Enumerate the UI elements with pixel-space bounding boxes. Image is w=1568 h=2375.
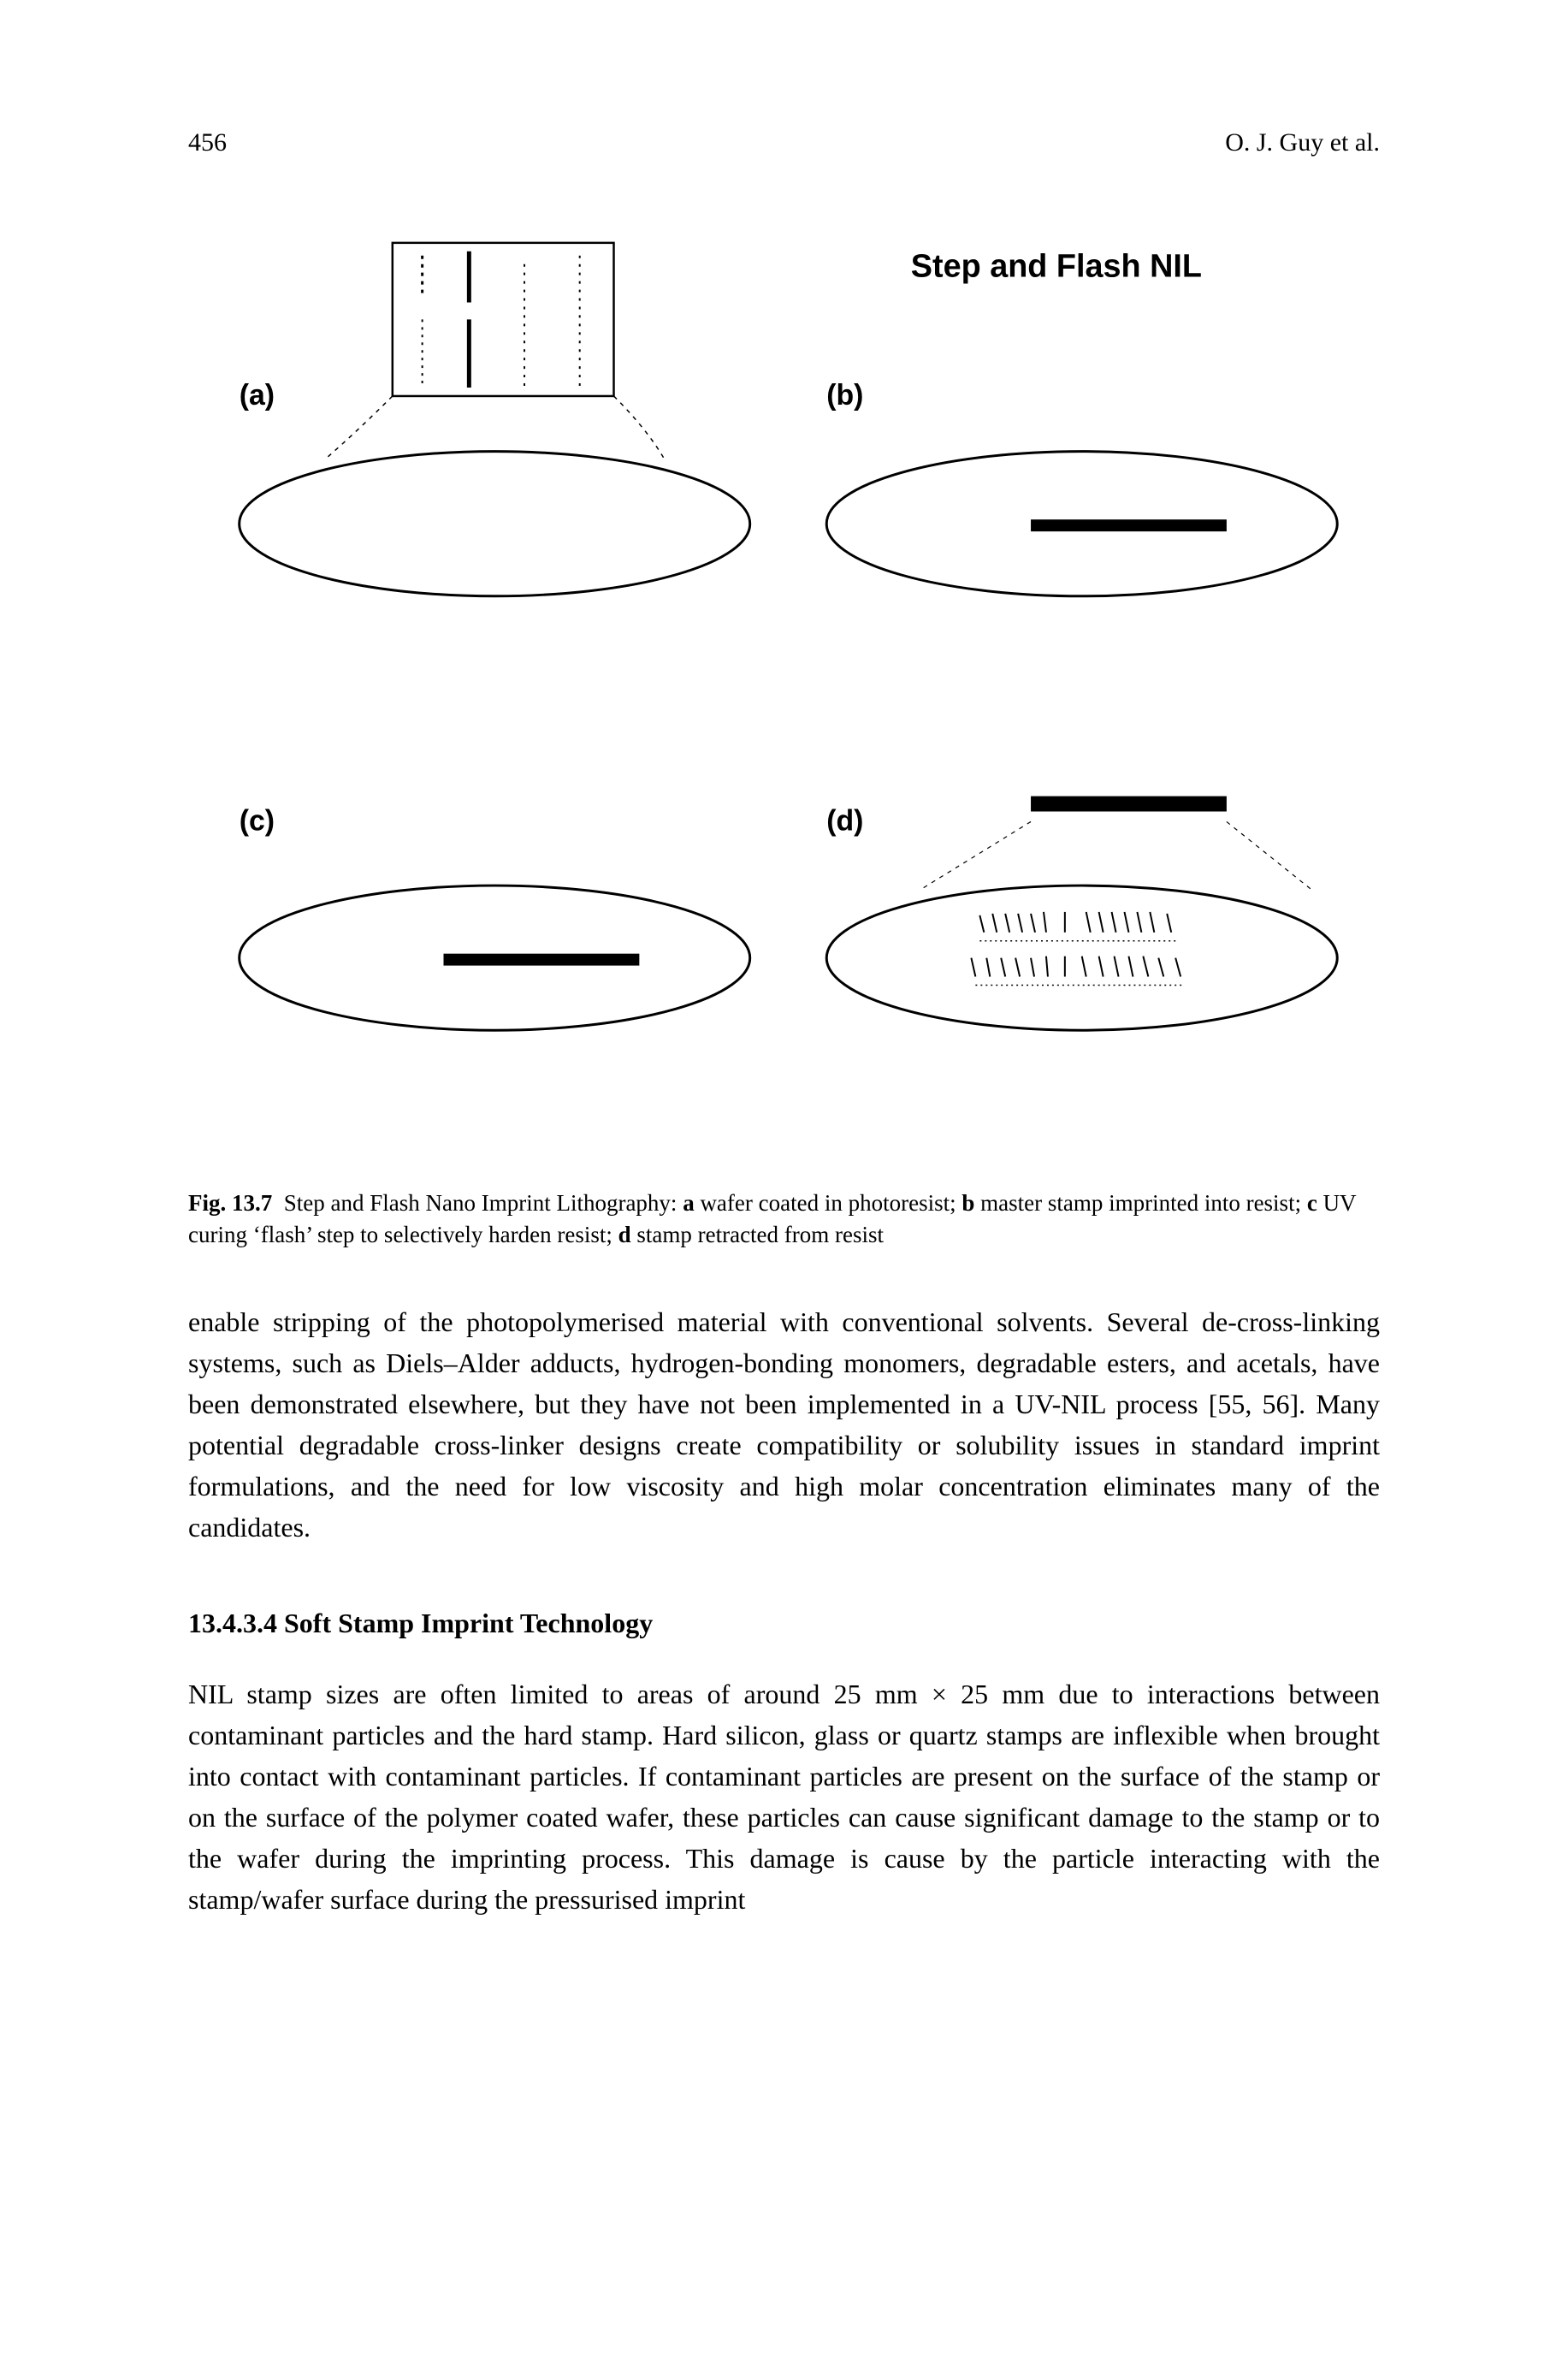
panel-c-label: (c): [240, 804, 275, 837]
caption-d-bold: d: [618, 1222, 631, 1247]
panel-c-wafer: [240, 885, 750, 1030]
caption-a-text: wafer coated in photoresist;: [700, 1190, 956, 1216]
step-and-flash-nil-diagram: Step and Flash NIL (a) (b) (c) (d): [188, 217, 1380, 1170]
panel-d-wafer: [826, 797, 1337, 1031]
caption-b-bold: b: [962, 1190, 974, 1216]
caption-a-bold: a: [683, 1190, 695, 1216]
panel-b-label: (b): [826, 379, 863, 412]
panel-b-wafer: [826, 452, 1337, 596]
panel-a-label: (a): [240, 379, 275, 412]
caption-body: Step and Flash Nano Imprint Lithography:: [284, 1190, 677, 1216]
section-subheading: 13.4.3.4 Soft Stamp Imprint Technology: [188, 1608, 1380, 1639]
running-head-author: O. J. Guy et al.: [1225, 128, 1380, 157]
page-number: 456: [188, 128, 227, 157]
panel-a-inset: [393, 243, 614, 396]
figure-title-text: Step and Flash NIL: [911, 249, 1202, 285]
figure-caption: Fig. 13.7 Step and Flash Nano Imprint Li…: [188, 1188, 1380, 1250]
caption-b-text: master stamp imprinted into resist;: [980, 1190, 1301, 1216]
panel-a-wafer: [240, 396, 750, 596]
running-header: 456 O. J. Guy et al.: [188, 128, 1380, 157]
caption-d-text: stamp retracted from resist: [636, 1222, 884, 1247]
caption-c-bold: c: [1307, 1190, 1317, 1216]
caption-fig-number: Fig. 13.7: [188, 1190, 272, 1216]
figure-13-7: Step and Flash NIL (a) (b) (c) (d): [188, 217, 1380, 1250]
body-paragraph-1: enable stripping of the photopolymerised…: [188, 1301, 1380, 1548]
panel-d-label: (d): [826, 804, 863, 837]
body-paragraph-2: NIL stamp sizes are often limited to are…: [188, 1673, 1380, 1920]
